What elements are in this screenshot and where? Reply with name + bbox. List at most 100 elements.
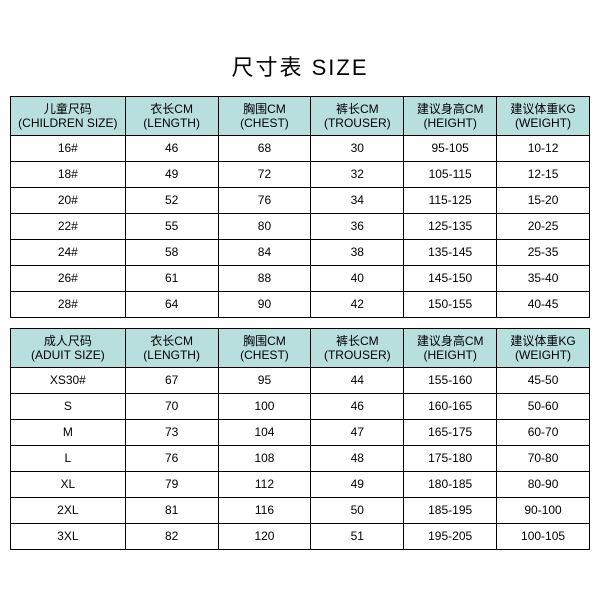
children-cell: 88	[218, 266, 311, 292]
children-cell: 38	[311, 240, 404, 266]
adult-col-en-4: (HEIGHT)	[406, 348, 494, 362]
adult-col-en-0: (ADUIT SIZE)	[13, 348, 123, 362]
children-cell: 24#	[11, 240, 126, 266]
children-cell: 72	[218, 162, 311, 188]
children-cell: 20#	[11, 188, 126, 214]
children-cell: 125-135	[404, 214, 497, 240]
adult-header-row: 成人尺码(ADUIT SIZE)衣长CM(LENGTH)胸围CM(CHEST)裤…	[11, 329, 590, 368]
adult-cell: 116	[218, 498, 311, 524]
children-cell: 58	[125, 240, 218, 266]
children-row: 16#46683095-10510-12	[11, 136, 590, 162]
adult-cell: 82	[125, 524, 218, 550]
children-col-1: 衣长CM(LENGTH)	[125, 97, 218, 136]
adult-cell: M	[11, 420, 126, 446]
adult-cell: 47	[311, 420, 404, 446]
children-cell: 64	[125, 292, 218, 318]
adult-cell: 175-180	[404, 446, 497, 472]
adult-col-5: 建议体重KG(WEIGHT)	[497, 329, 590, 368]
children-col-zh-1: 衣长CM	[128, 102, 216, 116]
children-row: 20#527634115-12515-20	[11, 188, 590, 214]
children-cell: 22#	[11, 214, 126, 240]
children-cell: 20-25	[497, 214, 590, 240]
adult-cell: 81	[125, 498, 218, 524]
children-col-en-0: (CHILDREN SIZE)	[13, 116, 123, 130]
children-cell: 145-150	[404, 266, 497, 292]
adult-cell: 185-195	[404, 498, 497, 524]
children-cell: 10-12	[497, 136, 590, 162]
adult-body: XS30#679544155-16045-50S7010046160-16550…	[11, 368, 590, 550]
children-cell: 95-105	[404, 136, 497, 162]
adult-col-en-2: (CHEST)	[221, 348, 309, 362]
adult-cell: 80-90	[497, 472, 590, 498]
adult-row: XL7911249180-18580-90	[11, 472, 590, 498]
children-cell: 55	[125, 214, 218, 240]
children-col-en-5: (WEIGHT)	[499, 116, 587, 130]
children-col-0: 儿童尺码(CHILDREN SIZE)	[11, 97, 126, 136]
adult-col-zh-3: 裤长CM	[313, 334, 401, 348]
adult-cell: 3XL	[11, 524, 126, 550]
children-cell: 12-15	[497, 162, 590, 188]
adult-row: 3XL8212051195-205100-105	[11, 524, 590, 550]
adult-cell: 45-50	[497, 368, 590, 394]
children-cell: 30	[311, 136, 404, 162]
children-col-zh-5: 建议体重KG	[499, 102, 587, 116]
adult-cell: 165-175	[404, 420, 497, 446]
children-col-4: 建议身高CM(HEIGHT)	[404, 97, 497, 136]
children-size-table: 儿童尺码(CHILDREN SIZE)衣长CM(LENGTH)胸围CM(CHES…	[10, 96, 590, 318]
adult-cell: 195-205	[404, 524, 497, 550]
children-cell: 76	[218, 188, 311, 214]
adult-cell: 44	[311, 368, 404, 394]
children-header-row: 儿童尺码(CHILDREN SIZE)衣长CM(LENGTH)胸围CM(CHES…	[11, 97, 590, 136]
page-title: 尺寸表 SIZE	[0, 50, 600, 82]
children-cell: 25-35	[497, 240, 590, 266]
adult-col-zh-4: 建议身高CM	[406, 334, 494, 348]
children-col-2: 胸围CM(CHEST)	[218, 97, 311, 136]
adult-cell: 60-70	[497, 420, 590, 446]
children-col-en-3: (TROUSER)	[313, 116, 401, 130]
adult-cell: 48	[311, 446, 404, 472]
children-row: 18#497232105-11512-15	[11, 162, 590, 188]
adult-cell: 100-105	[497, 524, 590, 550]
table-gap	[0, 318, 600, 328]
adult-row: 2XL8111650185-19590-100	[11, 498, 590, 524]
adult-col-en-3: (TROUSER)	[313, 348, 401, 362]
children-cell: 18#	[11, 162, 126, 188]
adult-cell: 70-80	[497, 446, 590, 472]
adult-col-zh-5: 建议体重KG	[499, 334, 587, 348]
adult-col-1: 衣长CM(LENGTH)	[125, 329, 218, 368]
children-row: 24#588438135-14525-35	[11, 240, 590, 266]
adult-row: S7010046160-16550-60	[11, 394, 590, 420]
children-cell: 34	[311, 188, 404, 214]
adult-cell: 79	[125, 472, 218, 498]
adult-col-zh-0: 成人尺码	[13, 334, 123, 348]
adult-cell: 104	[218, 420, 311, 446]
children-cell: 40	[311, 266, 404, 292]
children-cell: 49	[125, 162, 218, 188]
adult-cell: 50-60	[497, 394, 590, 420]
children-cell: 115-125	[404, 188, 497, 214]
adult-row: XS30#679544155-16045-50	[11, 368, 590, 394]
adult-size-table: 成人尺码(ADUIT SIZE)衣长CM(LENGTH)胸围CM(CHEST)裤…	[10, 328, 590, 550]
children-cell: 135-145	[404, 240, 497, 266]
children-cell: 28#	[11, 292, 126, 318]
children-cell: 40-45	[497, 292, 590, 318]
children-cell: 52	[125, 188, 218, 214]
adult-cell: 70	[125, 394, 218, 420]
children-cell: 105-115	[404, 162, 497, 188]
adult-cell: 46	[311, 394, 404, 420]
children-col-5: 建议体重KG(WEIGHT)	[497, 97, 590, 136]
adult-cell: 120	[218, 524, 311, 550]
children-cell: 26#	[11, 266, 126, 292]
children-cell: 90	[218, 292, 311, 318]
children-cell: 36	[311, 214, 404, 240]
children-col-zh-0: 儿童尺码	[13, 102, 123, 116]
children-col-en-2: (CHEST)	[221, 116, 309, 130]
children-body: 16#46683095-10510-1218#497232105-11512-1…	[11, 136, 590, 318]
adult-cell: 108	[218, 446, 311, 472]
adult-cell: 2XL	[11, 498, 126, 524]
adult-row: M7310447165-17560-70	[11, 420, 590, 446]
adult-col-2: 胸围CM(CHEST)	[218, 329, 311, 368]
adult-cell: 49	[311, 472, 404, 498]
adult-col-zh-2: 胸围CM	[221, 334, 309, 348]
children-cell: 42	[311, 292, 404, 318]
